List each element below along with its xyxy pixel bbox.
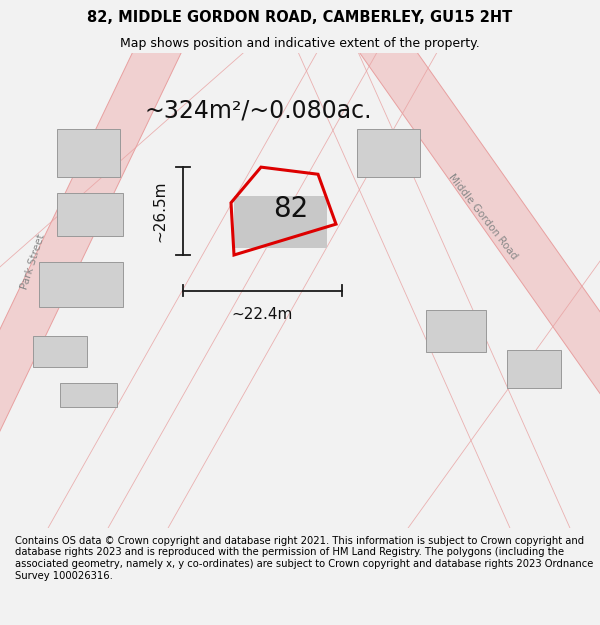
Polygon shape [57, 129, 120, 177]
Polygon shape [234, 196, 327, 248]
Text: 82, MIDDLE GORDON ROAD, CAMBERLEY, GU15 2HT: 82, MIDDLE GORDON ROAD, CAMBERLEY, GU15 … [88, 9, 512, 24]
Polygon shape [507, 350, 561, 388]
Text: Middle Gordon Road: Middle Gordon Road [446, 173, 520, 262]
Text: ~26.5m: ~26.5m [153, 180, 168, 242]
Polygon shape [0, 23, 190, 449]
Text: Park Street: Park Street [19, 233, 47, 291]
Text: Map shows position and indicative extent of the property.: Map shows position and indicative extent… [120, 37, 480, 50]
Polygon shape [426, 309, 486, 352]
Polygon shape [33, 336, 87, 367]
Text: ~324m²/~0.080ac.: ~324m²/~0.080ac. [144, 98, 372, 122]
Polygon shape [357, 129, 420, 177]
Polygon shape [57, 193, 123, 236]
Polygon shape [39, 262, 123, 308]
Polygon shape [350, 19, 600, 405]
Text: 82: 82 [274, 196, 308, 223]
Text: ~22.4m: ~22.4m [232, 307, 293, 322]
Text: Contains OS data © Crown copyright and database right 2021. This information is : Contains OS data © Crown copyright and d… [15, 536, 593, 581]
Polygon shape [60, 383, 117, 407]
